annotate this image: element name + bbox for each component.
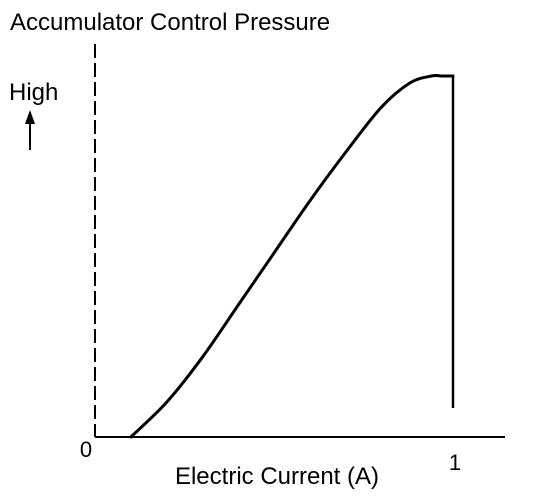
series-group <box>129 73 455 439</box>
y-axis-label: High <box>9 79 58 106</box>
x-axis-label: Electric Current (A) <box>175 463 379 490</box>
series-line-0 <box>129 73 455 439</box>
y-axis-arrow <box>25 110 35 150</box>
x-tick-label-1: 1 <box>449 450 461 475</box>
chart-title: Accumulator Control Pressure <box>10 9 330 36</box>
x-tick-label-0: 0 <box>80 437 92 462</box>
